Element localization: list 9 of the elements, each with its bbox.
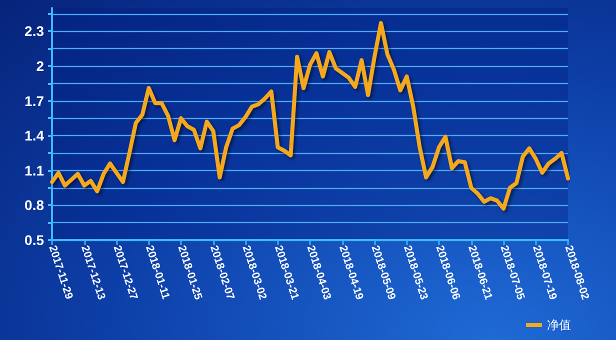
y-tick-label: 2 (36, 58, 44, 74)
y-tick-label: 1.4 (24, 128, 44, 144)
y-tick-label: 0.8 (24, 197, 44, 214)
line-series (50, 21, 570, 211)
y-tick-label: 1.7 (24, 92, 44, 109)
legend-label: 净值 (547, 318, 571, 332)
y-tick-label: 2.3 (24, 23, 44, 40)
y-tick-label: 0.5 (24, 232, 44, 248)
y-tick-label: 1.1 (24, 162, 44, 178)
